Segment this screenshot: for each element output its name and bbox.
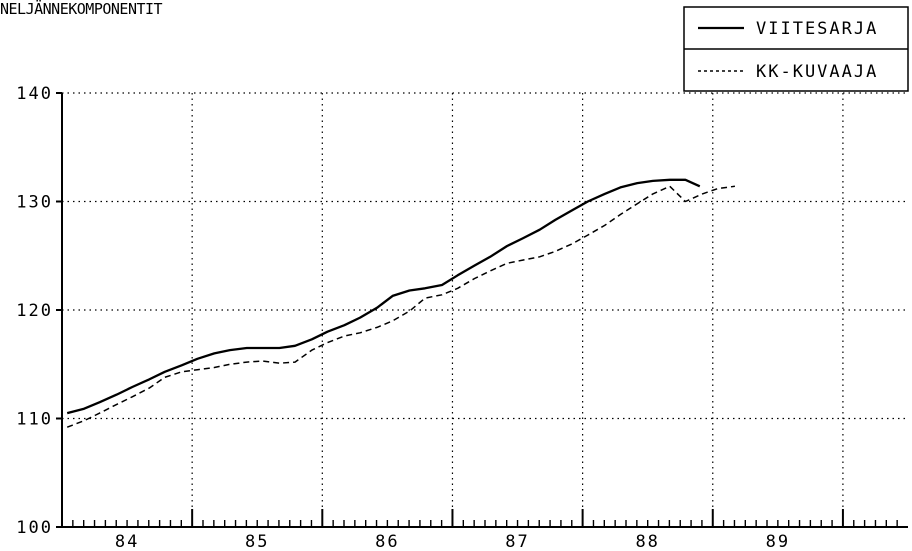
y-tick-label: 140 — [16, 84, 53, 104]
y-tick-label: 130 — [16, 193, 53, 213]
x-tick-label: 86 — [375, 532, 399, 551]
grid-layer — [62, 92, 908, 527]
x-tick-label: 85 — [245, 532, 269, 551]
chart-title: NELJÄNNEKOMPONENTIT — [0, 0, 163, 18]
axis-layer: 100 110 120 130 140 84 85 86 87 88 89 — [16, 84, 908, 551]
x-tick-label: 87 — [505, 532, 529, 551]
x-tick-label: 89 — [766, 532, 790, 551]
series-line-kk-kuvaaja — [66, 185, 735, 428]
y-tick-label: 110 — [16, 410, 53, 430]
y-tick-label: 100 — [16, 518, 53, 538]
legend-label-kk-kuvaaja: KK-KUVAAJA — [756, 62, 878, 82]
legend: VIITESARJA KK-KUVAAJA — [683, 6, 909, 92]
y-tick-label: 120 — [16, 301, 53, 321]
series-layer — [66, 178, 735, 428]
x-tick-label: 84 — [115, 532, 139, 551]
x-tick-label: 88 — [635, 532, 659, 551]
legend-label-viitesarja: VIITESARJA — [756, 19, 878, 39]
series-line-viitesarja — [66, 178, 701, 415]
